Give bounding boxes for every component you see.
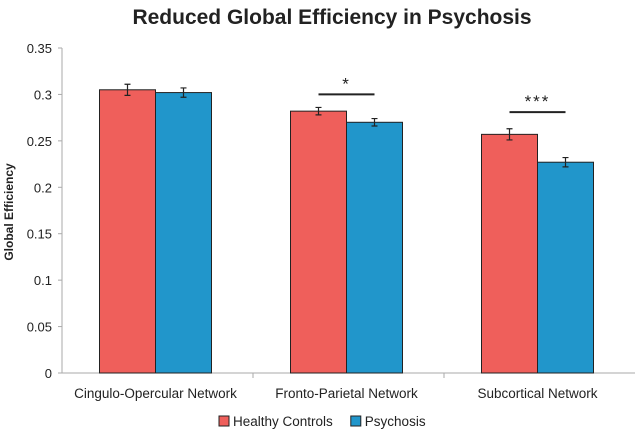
bar-healthy-controls — [99, 89, 156, 374]
error-bar — [124, 83, 131, 96]
legend-label: Psychosis — [365, 414, 426, 429]
chart-title: Reduced Global Efficiency in Psychosis — [132, 6, 531, 29]
significance-annotations: **** — [318, 74, 566, 114]
error-bar — [506, 128, 513, 141]
y-tick-label: 0.3 — [34, 87, 52, 102]
y-tick-label: 0 — [45, 366, 52, 381]
legend-label: Healthy Controls — [233, 414, 333, 429]
y-tick-label: 0.1 — [34, 273, 52, 288]
legend-swatch — [218, 415, 230, 427]
x-tick-label: Subcortical Network — [477, 386, 597, 401]
error-bar — [180, 87, 187, 98]
y-tick-label: 0.15 — [27, 227, 52, 242]
legend-swatch — [350, 415, 362, 427]
y-tick-label: 0.25 — [27, 134, 52, 149]
y-tick-label: 0.2 — [34, 180, 52, 195]
y-tick-label: 0.35 — [27, 41, 52, 56]
significance-marker: *** — [525, 92, 551, 111]
x-axis: Cingulo-Opercular Network Fronto-Parietal… — [74, 373, 598, 401]
legend: Healthy Controls Psychosis — [218, 414, 426, 429]
y-tick-label: 0.05 — [27, 320, 52, 335]
bar-psychosis — [155, 92, 212, 374]
error-bar — [315, 106, 322, 116]
bar-psychosis — [537, 161, 594, 374]
bar-healthy-controls — [481, 133, 538, 374]
bar-healthy-controls — [290, 110, 347, 374]
bar-psychosis — [346, 121, 403, 374]
error-bar — [562, 156, 569, 168]
significance-marker: * — [342, 74, 351, 93]
x-tick-label: Cingulo-Opercular Network — [74, 386, 237, 401]
y-axis-label: Global Efficiency — [2, 163, 16, 261]
x-tick-label: Fronto-Parietal Network — [275, 386, 418, 401]
bar-group — [99, 83, 594, 374]
error-bar — [371, 117, 378, 127]
